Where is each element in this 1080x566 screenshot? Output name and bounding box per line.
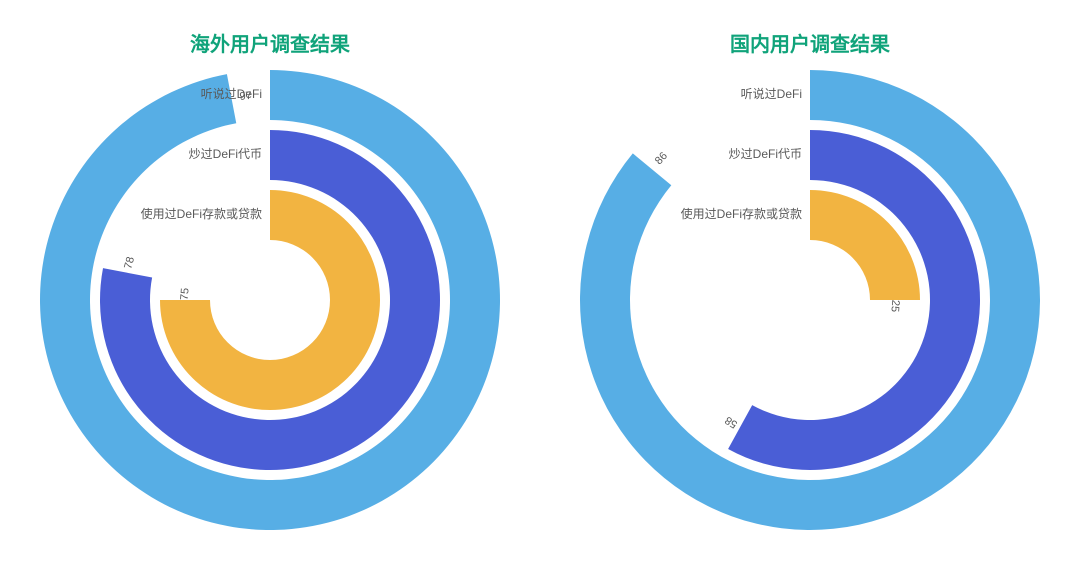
category-label-heard: 听说过DeFi (201, 86, 262, 101)
value-used: 75 (179, 288, 192, 301)
chart-domestic: 86 58 25 听说过DeFi 炒过DeFi代币使用过DeFi存款或贷款 (540, 0, 1080, 561)
category-label-used: 使用过DeFi存款或贷款 (141, 206, 262, 221)
chart-overseas: 977875听说过DeFi炒过DeFi代币使用过DeFi存款或贷款 (0, 0, 540, 561)
arc-used (160, 190, 380, 410)
value-heard: 86 (653, 150, 670, 167)
panel-domestic: 国内用户调查结果 865825听说过DeFi炒过DeFi代币使用过DeFi存款或… (540, 0, 1080, 561)
arc-traded (728, 130, 980, 470)
category-label-traded: 炒过DeFi代币 (729, 147, 802, 161)
value-traded: 78 (122, 255, 137, 270)
panel-overseas: 海外用户调查结果 977875听说过DeFi炒过DeFi代币使用过DeFi存款或… (0, 0, 540, 561)
value-used: 25 (888, 299, 901, 312)
chart-container: 海外用户调查结果 977875听说过DeFi炒过DeFi代币使用过DeFi存款或… (0, 0, 1080, 561)
category-label-used: 使用过DeFi存款或贷款 (681, 206, 802, 221)
arc-traded (100, 130, 440, 470)
category-label-heard: 听说过DeFi (741, 86, 802, 101)
category-label-traded: 炒过DeFi代币 (189, 147, 262, 161)
value-traded: 58 (723, 414, 740, 431)
